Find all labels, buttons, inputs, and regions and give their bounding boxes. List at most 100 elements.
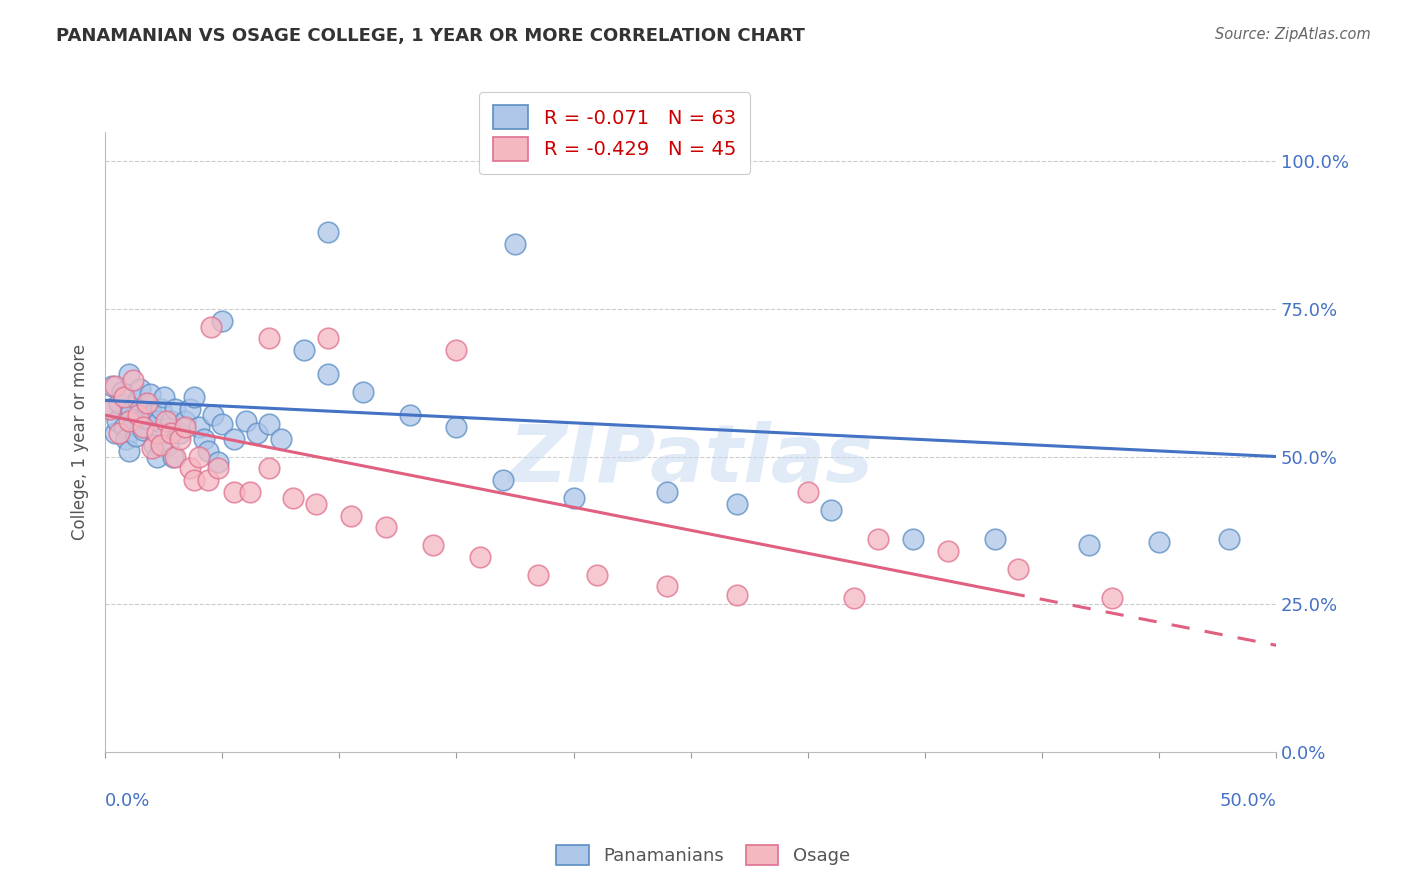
Point <box>115 432 138 446</box>
Point <box>197 473 219 487</box>
Point <box>1101 591 1123 606</box>
Point <box>468 549 491 564</box>
Point <box>866 533 889 547</box>
Point <box>200 319 222 334</box>
Point <box>257 461 280 475</box>
Point <box>211 313 233 327</box>
Point <box>246 425 269 440</box>
Point <box>235 414 257 428</box>
Text: Source: ZipAtlas.com: Source: ZipAtlas.com <box>1215 27 1371 42</box>
Point <box>129 382 152 396</box>
Point <box>446 420 468 434</box>
Point <box>165 450 187 464</box>
Point <box>292 343 315 358</box>
Point <box>207 455 229 469</box>
Point <box>162 450 184 464</box>
Point <box>159 414 181 428</box>
Point <box>201 408 224 422</box>
Point <box>352 384 374 399</box>
Point <box>187 450 209 464</box>
Point <box>117 367 139 381</box>
Point <box>155 414 177 428</box>
Point <box>145 425 167 440</box>
Point <box>375 520 398 534</box>
Legend: R = -0.071   N = 63, R = -0.429   N = 45: R = -0.071 N = 63, R = -0.429 N = 45 <box>479 92 749 174</box>
Point <box>169 425 191 440</box>
Point <box>901 533 924 547</box>
Point <box>936 544 959 558</box>
Point <box>725 497 748 511</box>
Point <box>1147 535 1170 549</box>
Point <box>122 373 145 387</box>
Point <box>527 567 550 582</box>
Point <box>257 331 280 345</box>
Point <box>138 387 160 401</box>
Point <box>141 408 163 422</box>
Point <box>222 432 245 446</box>
Point <box>112 420 135 434</box>
Point <box>820 502 842 516</box>
Point <box>141 441 163 455</box>
Point <box>503 236 526 251</box>
Text: ZIPatlas: ZIPatlas <box>508 421 873 500</box>
Point <box>239 485 262 500</box>
Point <box>101 378 124 392</box>
Point <box>183 391 205 405</box>
Point <box>169 432 191 446</box>
Point <box>112 391 135 405</box>
Point <box>131 423 153 437</box>
Point <box>165 402 187 417</box>
Point <box>586 567 609 582</box>
Point <box>179 461 201 475</box>
Point <box>492 473 515 487</box>
Point <box>98 402 121 417</box>
Point <box>131 420 153 434</box>
Point <box>844 591 866 606</box>
Point <box>316 331 339 345</box>
Point <box>134 411 156 425</box>
Point <box>562 491 585 505</box>
Point <box>197 443 219 458</box>
Point <box>122 417 145 431</box>
Point <box>105 414 128 428</box>
Point <box>1007 562 1029 576</box>
Point <box>270 432 292 446</box>
Point <box>316 225 339 239</box>
Point <box>152 391 174 405</box>
Point <box>179 402 201 417</box>
Point <box>159 425 181 440</box>
Point <box>148 414 170 428</box>
Point <box>984 533 1007 547</box>
Point <box>340 508 363 523</box>
Point <box>1218 533 1240 547</box>
Text: PANAMANIAN VS OSAGE COLLEGE, 1 YEAR OR MORE CORRELATION CHART: PANAMANIAN VS OSAGE COLLEGE, 1 YEAR OR M… <box>56 27 806 45</box>
Point <box>211 417 233 431</box>
Point <box>281 491 304 505</box>
Point <box>657 580 679 594</box>
Point <box>796 485 818 500</box>
Point <box>103 425 125 440</box>
Point <box>136 396 159 410</box>
Point <box>155 425 177 440</box>
Point <box>110 384 132 399</box>
Text: 0.0%: 0.0% <box>105 792 150 810</box>
Point <box>398 408 420 422</box>
Point <box>143 438 166 452</box>
Point <box>103 378 125 392</box>
Point <box>207 461 229 475</box>
Point <box>124 429 146 443</box>
Y-axis label: College, 1 year or more: College, 1 year or more <box>72 343 89 540</box>
Point <box>422 538 444 552</box>
Point <box>173 414 195 428</box>
Point <box>98 402 121 417</box>
Point <box>657 485 679 500</box>
Point <box>257 417 280 431</box>
Point <box>108 396 131 410</box>
Point <box>305 497 328 511</box>
Point <box>136 399 159 413</box>
Point <box>108 425 131 440</box>
Point <box>1077 538 1099 552</box>
Point <box>183 473 205 487</box>
Point <box>173 420 195 434</box>
Point <box>120 405 142 419</box>
